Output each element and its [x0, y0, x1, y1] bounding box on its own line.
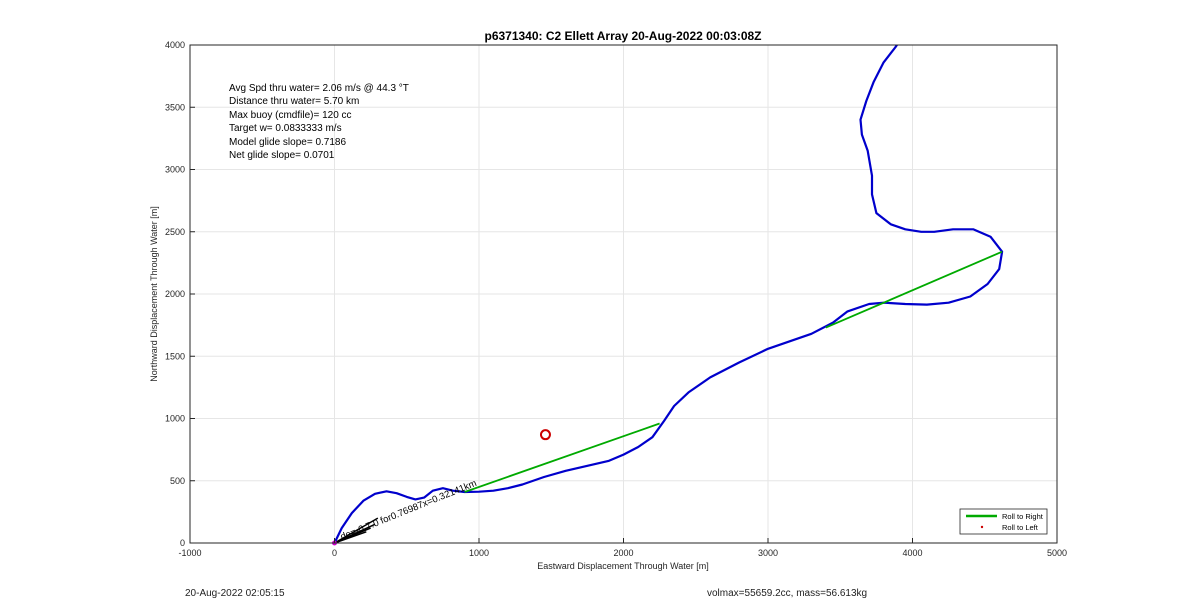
roll-right-segment [825, 250, 1003, 329]
track-line [333, 45, 1004, 543]
y-tick-label: 1500 [165, 351, 185, 361]
series-layer [333, 45, 1004, 543]
legend-box [959, 508, 1048, 535]
stats-line-net-glide: Net glide slope= 0.0701 [229, 150, 335, 161]
y-tick-label: 3000 [165, 165, 185, 175]
x-tick-label: 4000 [902, 548, 922, 558]
x-tick-label: -1000 [178, 548, 201, 558]
roll-right-segment [464, 422, 660, 493]
x-tick-label: 0 [332, 548, 337, 558]
x-tick-label: 3000 [758, 548, 778, 558]
y-tick-label: 1000 [165, 414, 185, 424]
stats-line-distance: Distance thru water= 5.70 km [229, 96, 359, 107]
footer-volmax-mass: volmax=55659.2cc, mass=56.613kg [707, 588, 868, 599]
legend-roll-right-label: Roll to Right [1002, 512, 1044, 521]
chart-title: p6371340: C2 Ellett Array 20-Aug-2022 00… [484, 29, 761, 43]
y-tick-label: 2500 [165, 227, 185, 237]
x-axis-label: Eastward Displacement Through Water [m] [537, 561, 709, 571]
y-tick-label: 500 [170, 476, 185, 486]
footer-timestamp: 20-Aug-2022 02:05:15 [185, 588, 285, 599]
x-tick-label: 2000 [613, 548, 633, 558]
stats-line-model-glide: Model glide slope= 0.7186 [229, 137, 346, 148]
y-tick-label: 0 [180, 538, 185, 548]
stats-line-target-w: Target w= 0.0833333 m/s [229, 123, 342, 134]
legend: Roll to Right Roll to Left [959, 508, 1048, 535]
y-tick-label: 3500 [165, 102, 185, 112]
target-marker [539, 429, 551, 441]
annotation-layer [332, 429, 551, 546]
legend-roll-left-swatch [980, 525, 984, 529]
y-axis-label: Northward Displacement Through Water [m] [149, 206, 159, 382]
stats-text-block: Avg Spd thru water= 2.06 m/s @ 44.3 °T D… [229, 83, 409, 161]
x-tick-label: 1000 [469, 548, 489, 558]
y-tick-label: 4000 [165, 40, 185, 50]
ticks: -1000 0 1000 2000 3000 4000 500005001000150020… [165, 40, 1067, 558]
y-tick-label: 2000 [165, 289, 185, 299]
current-vector [334, 531, 367, 544]
stats-line-avg-speed: Avg Spd thru water= 2.06 m/s @ 44.3 °T [229, 83, 409, 94]
stats-line-max-buoy: Max buoy (cmdfile)= 120 cc [229, 110, 352, 121]
legend-roll-left-label: Roll to Left [1002, 523, 1039, 532]
x-tick-label: 5000 [1047, 548, 1067, 558]
